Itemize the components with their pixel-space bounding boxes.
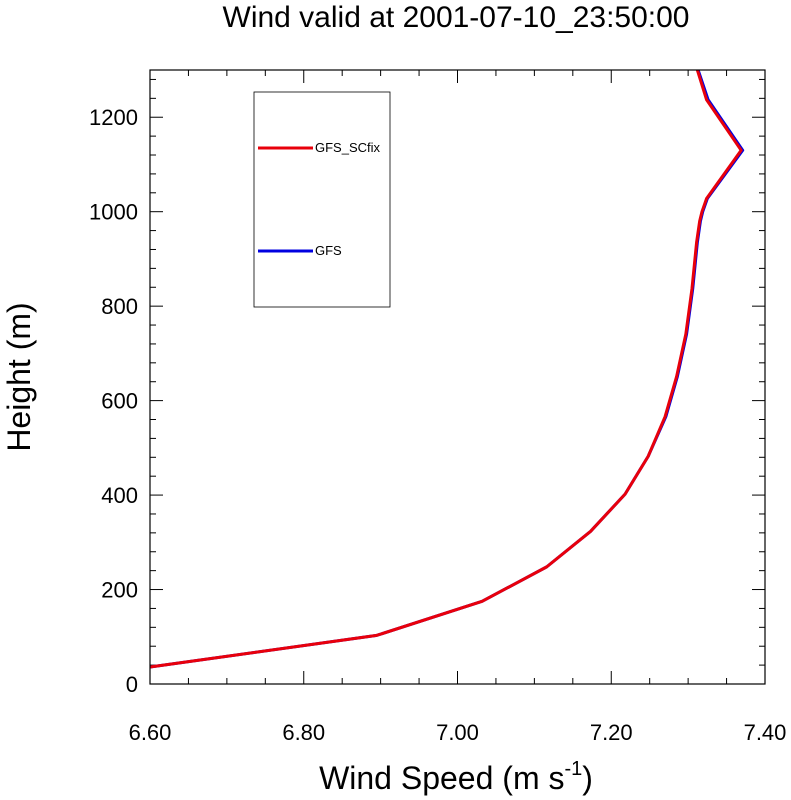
x-tick-label: 6.80 [282,720,325,745]
y-tick-label: 0 [126,672,138,697]
x-tick-label: 7.00 [436,720,479,745]
series-line-gfs-scfix [149,69,743,669]
x-axis-title-main: Wind Speed (m s [319,760,564,796]
legend-label-gfs-scfix: GFS_SCfix [315,140,381,155]
legend: GFS_SCfix GFS [253,91,391,308]
y-tick-labels: 0 200 400 600 800 1000 1200 [89,105,138,697]
y-tick-label: 1000 [89,200,138,225]
y-axis-title: Height (m) [1,302,37,451]
x-tick-label: 7.40 [744,720,787,745]
y-tick-label: 400 [101,483,138,508]
y-tick-label: 200 [101,578,138,603]
y-tick-label: 800 [101,294,138,319]
legend-label-gfs: GFS [315,243,342,258]
axis-ticks [149,70,766,685]
chart-title: Wind valid at 2001-07-10_23:50:00 [223,1,690,34]
x-axis-title-end: ) [582,760,593,796]
series-line-gfs [149,69,745,669]
x-tick-labels: 6.60 6.80 7.00 7.20 7.40 [129,720,787,745]
y-tick-label: 600 [101,389,138,414]
y-tick-label: 1200 [89,105,138,130]
series-layer [149,69,745,669]
x-tick-label: 6.60 [129,720,172,745]
x-axis-title-superscript: -1 [564,758,582,780]
plot-frame [149,69,766,685]
x-tick-label: 7.20 [590,720,633,745]
legend-box [253,91,391,308]
x-axis-title: Wind Speed (m s-1) [319,758,593,796]
